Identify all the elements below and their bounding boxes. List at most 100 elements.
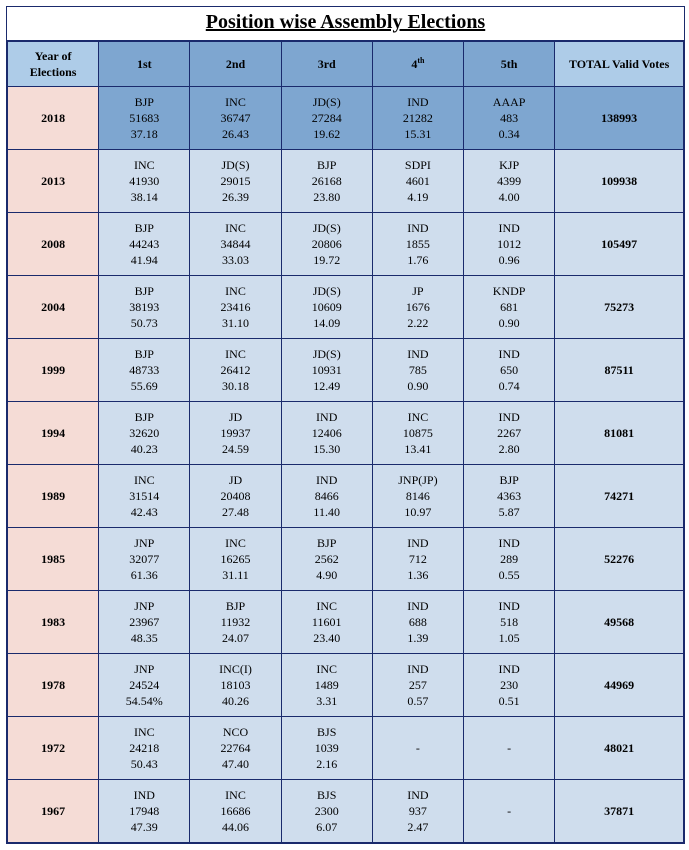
year-cell: 2018 <box>8 87 99 150</box>
pos4-cell: IND6881.39 <box>372 591 463 654</box>
header-1st: 1st <box>99 42 190 87</box>
pos4-cell: IND18551.76 <box>372 213 463 276</box>
year-cell: 1989 <box>8 465 99 528</box>
header-5th: 5th <box>464 42 555 87</box>
year-cell: 1985 <box>8 528 99 591</box>
total-cell: 81081 <box>555 402 684 465</box>
pos5-cell: - <box>464 780 555 843</box>
year-cell: 1972 <box>8 717 99 780</box>
table-title: Position wise Assembly Elections <box>7 7 684 41</box>
pos4-cell: SDPI46014.19 <box>372 150 463 213</box>
pos1-cell: BJP4424341.94 <box>99 213 190 276</box>
pos2-cell: INC1626531.11 <box>190 528 281 591</box>
pos4-cell: IND2570.57 <box>372 654 463 717</box>
pos2-cell: INC2641230.18 <box>190 339 281 402</box>
pos1-cell: BJP4873355.69 <box>99 339 190 402</box>
pos5-cell: IND2890.55 <box>464 528 555 591</box>
pos1-cell: INC2421850.43 <box>99 717 190 780</box>
year-cell: 2004 <box>8 276 99 339</box>
table-row: 1985JNP3207761.36INC1626531.11BJP25624.9… <box>8 528 684 591</box>
pos3-cell: IND1240615.30 <box>281 402 372 465</box>
pos3-cell: BJS10392.16 <box>281 717 372 780</box>
table-row: 2013INC4193038.14JD(S)2901526.39BJP26168… <box>8 150 684 213</box>
pos5-cell: IND10120.96 <box>464 213 555 276</box>
pos4-cell: INC1087513.41 <box>372 402 463 465</box>
table-row: 2008BJP4424341.94INC3484433.03JD(S)20806… <box>8 213 684 276</box>
pos1-cell: JNP2452454.54% <box>99 654 190 717</box>
pos1-cell: BJP3819350.73 <box>99 276 190 339</box>
pos3-cell: BJP25624.90 <box>281 528 372 591</box>
pos1-cell: JNP3207761.36 <box>99 528 190 591</box>
header-row: Year of Elections 1st 2nd 3rd 4th 5th TO… <box>8 42 684 87</box>
pos5-cell: IND2300.51 <box>464 654 555 717</box>
header-total: TOTAL Valid Votes <box>555 42 684 87</box>
pos5-cell: IND5181.05 <box>464 591 555 654</box>
table-row: 1983JNP2396748.35BJP1193224.07INC1160123… <box>8 591 684 654</box>
pos4-cell: - <box>372 717 463 780</box>
total-cell: 109938 <box>555 150 684 213</box>
table-row: 1978JNP2452454.54%INC(I)1810340.26INC148… <box>8 654 684 717</box>
table-row: 2018BJP5168337.18INC3674726.43JD(S)27284… <box>8 87 684 150</box>
header-2nd: 2nd <box>190 42 281 87</box>
elections-table-container: Position wise Assembly Elections Year of… <box>6 6 685 844</box>
header-year: Year of Elections <box>8 42 99 87</box>
pos2-cell: BJP1193224.07 <box>190 591 281 654</box>
table-row: 1994BJP3262040.23JD1993724.59IND1240615.… <box>8 402 684 465</box>
pos5-cell: IND6500.74 <box>464 339 555 402</box>
elections-table: Year of Elections 1st 2nd 3rd 4th 5th TO… <box>7 41 684 843</box>
pos2-cell: INC1668644.06 <box>190 780 281 843</box>
pos5-cell: KNDP6810.90 <box>464 276 555 339</box>
pos2-cell: JD1993724.59 <box>190 402 281 465</box>
pos4-cell: IND9372.47 <box>372 780 463 843</box>
pos3-cell: BJP2616823.80 <box>281 150 372 213</box>
total-cell: 37871 <box>555 780 684 843</box>
total-cell: 87511 <box>555 339 684 402</box>
pos4-cell: JP16762.22 <box>372 276 463 339</box>
year-cell: 1983 <box>8 591 99 654</box>
year-cell: 1994 <box>8 402 99 465</box>
pos2-cell: INC2341631.10 <box>190 276 281 339</box>
pos3-cell: JD(S)1060914.09 <box>281 276 372 339</box>
year-cell: 2013 <box>8 150 99 213</box>
pos3-cell: JD(S)2728419.62 <box>281 87 372 150</box>
pos3-cell: JD(S)2080619.72 <box>281 213 372 276</box>
year-cell: 2008 <box>8 213 99 276</box>
pos2-cell: NCO2276447.40 <box>190 717 281 780</box>
pos4-cell: IND7121.36 <box>372 528 463 591</box>
total-cell: 49568 <box>555 591 684 654</box>
pos2-cell: JD(S)2901526.39 <box>190 150 281 213</box>
year-cell: 1967 <box>8 780 99 843</box>
pos1-cell: IND1794847.39 <box>99 780 190 843</box>
total-cell: 138993 <box>555 87 684 150</box>
year-cell: 1999 <box>8 339 99 402</box>
pos5-cell: IND22672.80 <box>464 402 555 465</box>
pos5-cell: AAAP4830.34 <box>464 87 555 150</box>
total-cell: 74271 <box>555 465 684 528</box>
table-row: 1972INC2421850.43NCO2276447.40BJS10392.1… <box>8 717 684 780</box>
pos5-cell: KJP43994.00 <box>464 150 555 213</box>
pos3-cell: BJS23006.07 <box>281 780 372 843</box>
pos2-cell: INC(I)1810340.26 <box>190 654 281 717</box>
pos5-cell: BJP43635.87 <box>464 465 555 528</box>
pos1-cell: INC3151442.43 <box>99 465 190 528</box>
table-row: 1967IND1794847.39INC1668644.06BJS23006.0… <box>8 780 684 843</box>
pos2-cell: JD2040827.48 <box>190 465 281 528</box>
total-cell: 52276 <box>555 528 684 591</box>
pos1-cell: BJP5168337.18 <box>99 87 190 150</box>
pos4-cell: IND7850.90 <box>372 339 463 402</box>
pos2-cell: INC3484433.03 <box>190 213 281 276</box>
pos5-cell: - <box>464 717 555 780</box>
pos2-cell: INC3674726.43 <box>190 87 281 150</box>
pos3-cell: IND846611.40 <box>281 465 372 528</box>
pos1-cell: JNP2396748.35 <box>99 591 190 654</box>
pos4-cell: JNP(JP)814610.97 <box>372 465 463 528</box>
pos1-cell: BJP3262040.23 <box>99 402 190 465</box>
pos3-cell: INC1160123.40 <box>281 591 372 654</box>
total-cell: 48021 <box>555 717 684 780</box>
table-row: 1989INC3151442.43JD2040827.48IND846611.4… <box>8 465 684 528</box>
table-row: 2004BJP3819350.73INC2341631.10JD(S)10609… <box>8 276 684 339</box>
table-row: 1999BJP4873355.69INC2641230.18JD(S)10931… <box>8 339 684 402</box>
header-4th: 4th <box>372 42 463 87</box>
pos3-cell: INC14893.31 <box>281 654 372 717</box>
total-cell: 105497 <box>555 213 684 276</box>
